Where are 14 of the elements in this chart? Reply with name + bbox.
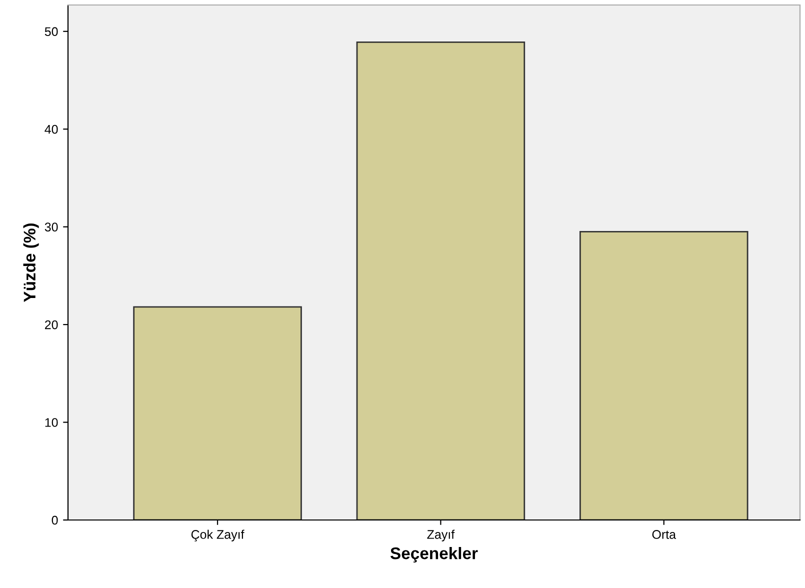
- bar: [133, 306, 302, 520]
- x-tick-label: Orta: [652, 530, 676, 539]
- y-axis-title: Yüzde (%): [23, 224, 39, 302]
- bar: [579, 231, 748, 520]
- y-tick-label: 10: [45, 418, 58, 427]
- y-tick-label: 20: [45, 320, 58, 330]
- bar: [356, 41, 526, 520]
- x-tick-label: Zayıf: [427, 530, 455, 542]
- x-tick-label: Çok Zayıf: [191, 530, 244, 542]
- y-tick-label: 40: [44, 124, 58, 134]
- y-tick-label: 0: [52, 516, 58, 525]
- y-tick-label: 50: [44, 27, 58, 36]
- x-axis-title: Seçenekler: [390, 546, 478, 563]
- y-tick-label: 30: [44, 222, 58, 232]
